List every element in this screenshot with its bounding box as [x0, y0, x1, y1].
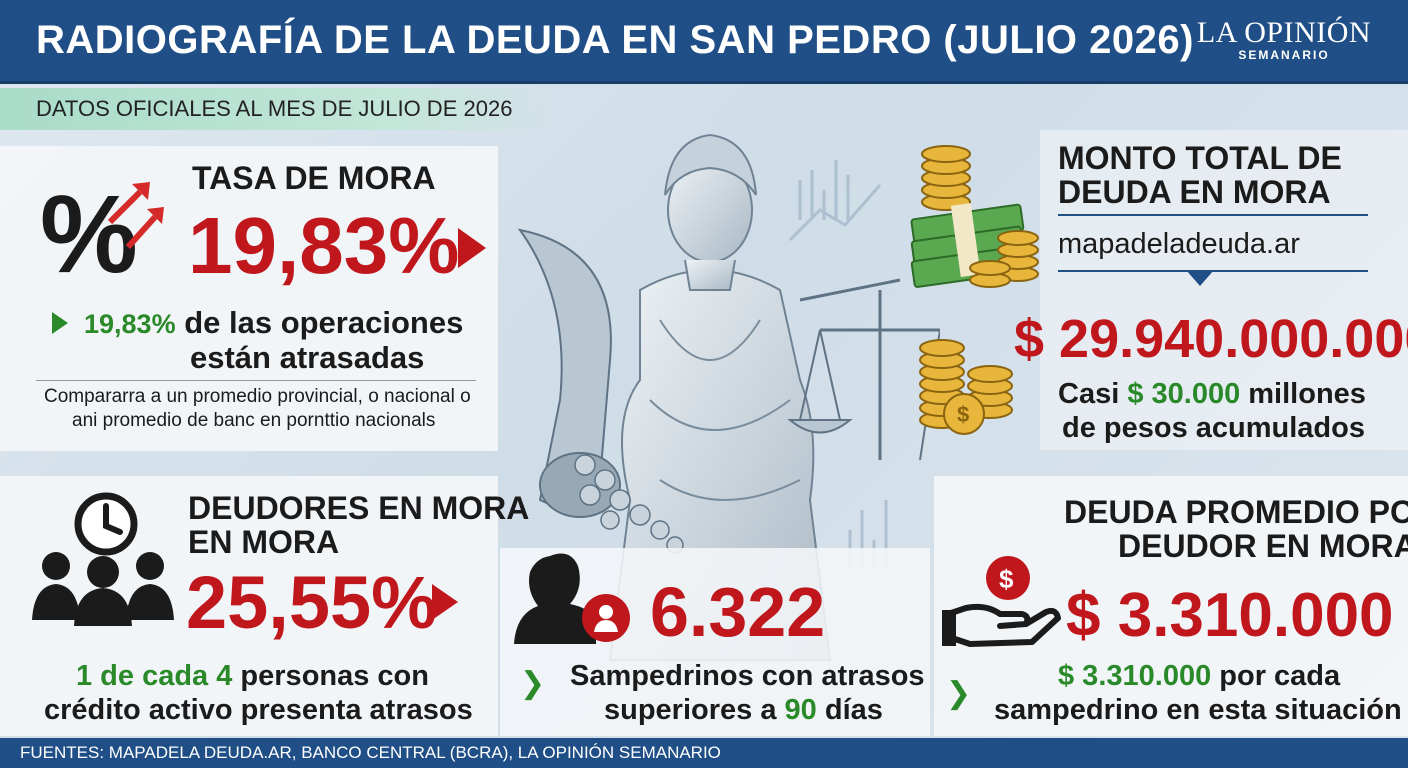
deuda-promedio-heading-1: DEUDA PROMEDIO POR: [1064, 494, 1408, 530]
divider: [1058, 214, 1368, 216]
header-bar: RADIOGRAFÍA DE LA DEUDA EN SAN PEDRO (JU…: [0, 0, 1408, 84]
green-chevron-icon: ❯: [946, 677, 972, 710]
deudores-line1-b: personas con: [232, 660, 429, 692]
deuda-promedio-line2: sampedrino en esta situación: [994, 694, 1402, 726]
sampedrinos-line2: superiores a 90 días: [604, 694, 883, 727]
footer-bar: FUENTES: MAPADELA DEUDA.AR, BANCO CENTRA…: [0, 738, 1408, 768]
panel-monto-total: [1040, 130, 1408, 450]
pointer-down-icon: [1186, 270, 1214, 286]
subheader-bar: DATOS OFICIALES AL MES DE JULIO DE 2026: [0, 88, 560, 130]
monto-total-line2: de pesos acumulados: [1062, 412, 1365, 444]
monto-total-heading-1: MONTO TOTAL DE: [1058, 140, 1342, 176]
tasa-mora-line1-value: 19,83%: [84, 309, 176, 339]
divider: [36, 380, 476, 381]
deudores-heading-2: EN MORA: [188, 524, 340, 560]
deudores-heading-1: DEUDORES EN MORA: [188, 490, 530, 526]
tasa-mora-line2: están atrasadas: [190, 340, 425, 375]
monto-total-line1-a: Casi: [1058, 378, 1128, 410]
sampedrinos-line2-b: 90: [784, 694, 817, 726]
person-silhouette-icon: [514, 553, 630, 644]
red-triangle-icon: [458, 228, 486, 268]
monto-total-line1: Casi $ 30.000 millones: [1058, 378, 1366, 411]
svg-text:$: $: [957, 402, 969, 427]
svg-text:%: %: [40, 173, 138, 282]
green-triangle-icon: [52, 312, 68, 334]
percent-arrows-icon: %: [40, 173, 164, 282]
panel-tasa-mora: [0, 146, 498, 451]
sampedrinos-line1: Sampedrinos con atrasos: [570, 660, 925, 692]
red-triangle-icon: [432, 584, 458, 620]
monto-total-value: $ 29.940.000.000: [1014, 309, 1408, 369]
monto-total-line1-b: $ 30.000: [1127, 378, 1241, 410]
logo-brand: LA OPINIÓN: [1196, 16, 1372, 49]
logo-subtitle: SEMANARIO: [1238, 48, 1330, 62]
footer-sources: FUENTES: MAPADELA DEUDA.AR, BANCO CENTRA…: [20, 743, 721, 762]
deudores-value: 25,55%: [186, 561, 437, 644]
subheader-text: DATOS OFICIALES AL MES DE JULIO DE 2026: [36, 96, 513, 121]
deuda-promedio-line1: $ 3.310.000 por cada: [1058, 660, 1340, 693]
panel-deuda-promedio: [934, 476, 1408, 736]
deuda-promedio-heading-2: DEUDOR EN MORA: [1118, 528, 1408, 564]
coins-dollar-icon: $: [919, 339, 1013, 435]
tasa-mora-note2: ani promedio de banc en pornttio naciona…: [72, 410, 436, 431]
sampedrinos-line2-c: días: [816, 694, 883, 726]
page-title: RADIOGRAFÍA DE LA DEUDA EN SAN PEDRO (JU…: [36, 18, 1194, 62]
svg-text:$: $: [999, 564, 1014, 594]
deuda-promedio-line1-a: $ 3.310.000: [1058, 660, 1212, 692]
tasa-mora-value: 19,83%: [188, 201, 460, 290]
green-chevron-icon: ❯: [520, 667, 546, 700]
hand-coin-icon: $: [942, 556, 1061, 647]
sampedrinos-value: 6.322: [650, 573, 826, 651]
monto-total-line1-c: millones: [1240, 378, 1366, 410]
clock-people-icon: [32, 492, 174, 626]
deudores-line2: crédito activo presenta atrasos: [44, 694, 473, 726]
publisher-logo: LA OPINIÓN SEMANARIO: [1176, 16, 1392, 62]
deudores-line1: 1 de cada 4 personas con: [76, 660, 429, 693]
money-stack-icon: [910, 145, 1039, 288]
monto-total-source: mapadeladeuda.ar: [1058, 228, 1300, 260]
sampedrinos-line2-a: superiores a: [604, 694, 785, 726]
deuda-promedio-value: $ 3.310.000: [1066, 581, 1394, 650]
tasa-mora-heading: TASA DE MORA: [192, 160, 436, 196]
tasa-mora-note1: Compararra a un promedio provincial, o n…: [44, 386, 471, 407]
deudores-line1-a: 1 de cada 4: [76, 660, 233, 692]
monto-total-heading-2: DEUDA EN MORA: [1058, 174, 1331, 210]
deuda-promedio-line1-b: por cada: [1211, 660, 1341, 692]
tasa-mora-line1: 19,83% de las operaciones: [84, 305, 463, 341]
tasa-mora-line1-text: de las operaciones: [175, 305, 464, 340]
